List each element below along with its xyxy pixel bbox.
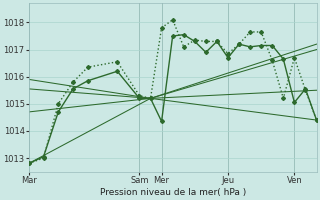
X-axis label: Pression niveau de la mer( hPa ): Pression niveau de la mer( hPa )	[100, 188, 246, 197]
